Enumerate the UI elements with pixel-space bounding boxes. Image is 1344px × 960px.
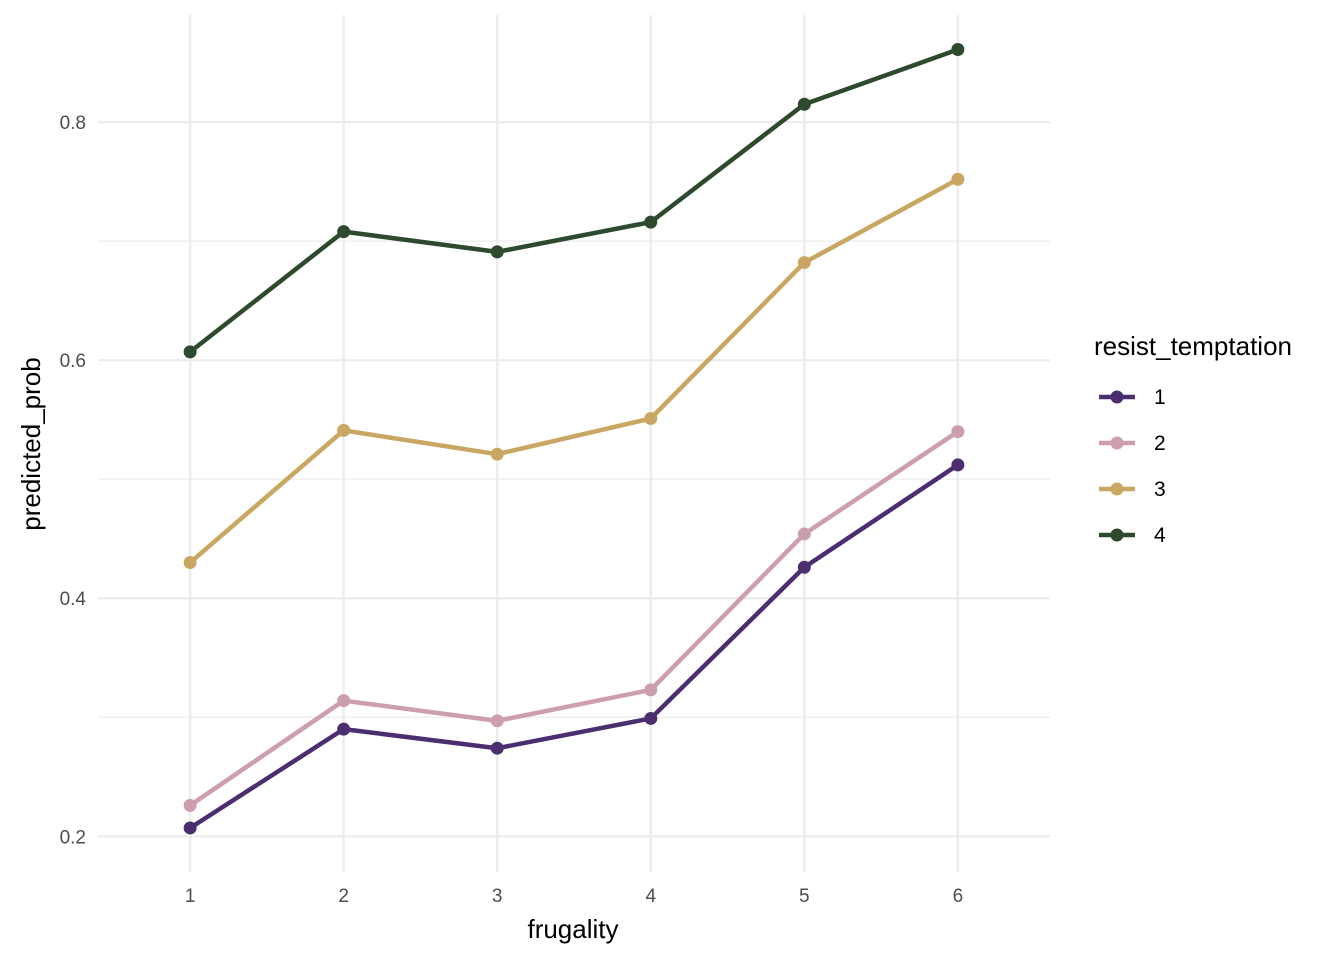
data-point bbox=[490, 714, 504, 728]
data-point bbox=[644, 683, 658, 697]
series-layer bbox=[183, 43, 965, 835]
data-point bbox=[797, 256, 811, 270]
y-tick-label: 0.8 bbox=[60, 113, 86, 134]
series-2 bbox=[183, 425, 965, 812]
series-line bbox=[188, 177, 959, 565]
series-1 bbox=[183, 458, 965, 835]
legend-item-3: 3 bbox=[1099, 478, 1166, 501]
legend-label: 2 bbox=[1154, 432, 1166, 455]
data-point bbox=[951, 172, 965, 186]
series-line bbox=[188, 429, 960, 808]
data-point bbox=[337, 722, 351, 736]
legend-title: resist_temptation bbox=[1094, 331, 1292, 361]
x-axis-tick-labels: 1 2 3 4 5 6 bbox=[185, 886, 963, 907]
legend-item-1: 1 bbox=[1099, 386, 1166, 409]
y-axis-tick-labels: 0.2 0.4 0.6 0.8 bbox=[60, 113, 87, 848]
data-point bbox=[490, 245, 504, 259]
legend-key-point bbox=[1110, 528, 1124, 542]
data-point bbox=[797, 527, 811, 541]
legend-item-4: 4 bbox=[1099, 524, 1166, 547]
legend: resist_temptation 1 2 3 4 bbox=[1094, 331, 1292, 547]
x-tick-label: 5 bbox=[799, 886, 810, 907]
data-point bbox=[337, 423, 351, 437]
series-line bbox=[188, 463, 960, 830]
data-point bbox=[337, 225, 351, 239]
data-point bbox=[797, 97, 811, 111]
y-tick-label: 0.2 bbox=[60, 827, 86, 848]
data-point bbox=[490, 741, 504, 755]
data-point bbox=[797, 560, 811, 574]
x-tick-label: 1 bbox=[185, 886, 196, 907]
x-tick-label: 2 bbox=[338, 886, 349, 907]
legend-label: 1 bbox=[1154, 386, 1166, 409]
data-point bbox=[951, 458, 965, 472]
y-axis-title: predicted_prob bbox=[16, 357, 46, 530]
data-point bbox=[183, 556, 197, 570]
legend-item-2: 2 bbox=[1099, 432, 1166, 455]
major-gridlines bbox=[98, 15, 1050, 872]
data-point bbox=[644, 412, 658, 426]
legend-key-point bbox=[1110, 482, 1124, 496]
series-line bbox=[188, 47, 959, 354]
minor-gridlines bbox=[98, 240, 1050, 718]
x-tick-label: 4 bbox=[645, 886, 656, 907]
data-point bbox=[490, 447, 504, 461]
legend-key-point bbox=[1110, 390, 1124, 404]
series-4 bbox=[183, 43, 965, 359]
series-3 bbox=[183, 172, 965, 570]
x-tick-label: 3 bbox=[492, 886, 503, 907]
legend-label: 4 bbox=[1154, 524, 1166, 547]
data-point bbox=[183, 821, 197, 835]
x-axis-title: frugality bbox=[527, 914, 618, 944]
data-point bbox=[183, 798, 197, 812]
data-point bbox=[951, 43, 965, 57]
y-tick-label: 0.4 bbox=[60, 589, 87, 610]
legend-label: 3 bbox=[1154, 478, 1166, 501]
data-point bbox=[951, 425, 965, 439]
x-tick-label: 6 bbox=[953, 886, 964, 907]
legend-key-point bbox=[1110, 436, 1124, 450]
data-point bbox=[644, 711, 658, 725]
data-point bbox=[644, 215, 658, 229]
data-point bbox=[337, 694, 351, 708]
data-point bbox=[183, 345, 197, 359]
y-tick-label: 0.6 bbox=[60, 351, 86, 372]
